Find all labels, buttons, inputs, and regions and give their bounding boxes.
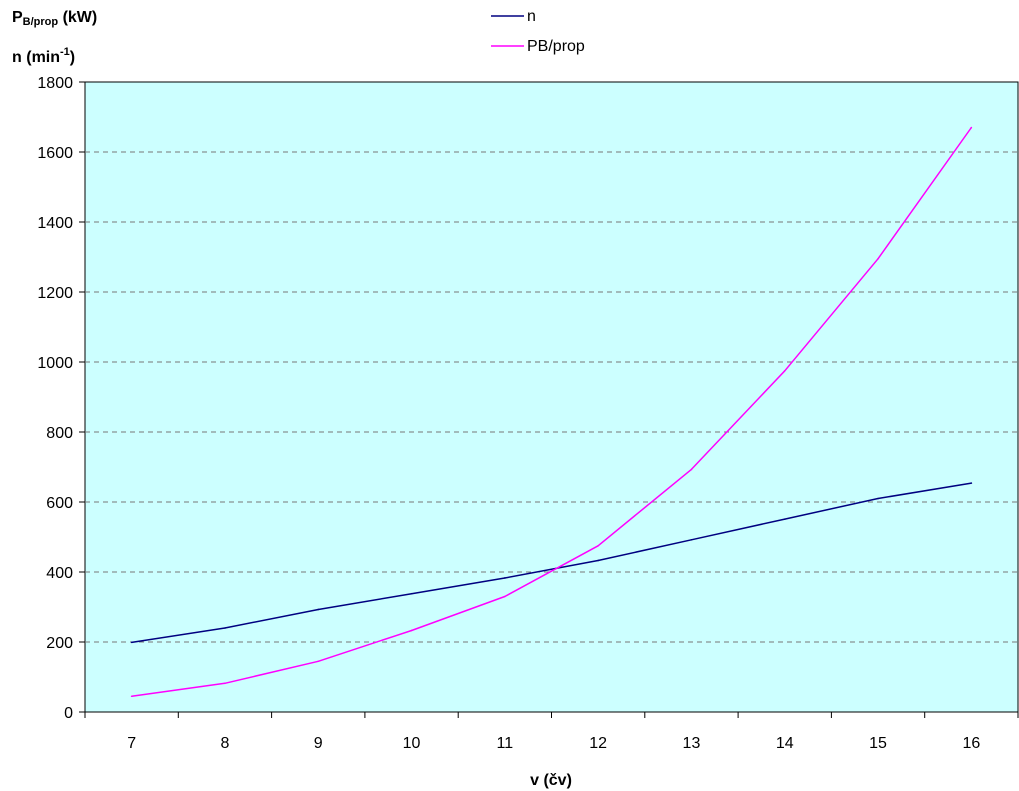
x-tick-label: 16 bbox=[962, 735, 980, 752]
power-unit: (kW) bbox=[62, 9, 98, 26]
x-tick-label: 15 bbox=[869, 735, 887, 752]
series-line-n bbox=[131, 482, 972, 644]
x-tick-label: 13 bbox=[683, 735, 701, 752]
y-tick-label: 600 bbox=[46, 495, 73, 512]
y-tick-label: 1800 bbox=[37, 75, 73, 92]
data-point bbox=[597, 559, 599, 562]
series-line-pb-prop bbox=[131, 127, 973, 698]
y-tick-label: 0 bbox=[64, 705, 73, 722]
speed-unit-sup: -1 bbox=[60, 46, 70, 58]
legend-label: PB/prop bbox=[527, 38, 585, 55]
data-point bbox=[970, 126, 973, 129]
data-point bbox=[410, 629, 413, 632]
legend-label: n bbox=[527, 8, 536, 25]
data-point bbox=[130, 695, 133, 698]
data-point bbox=[317, 660, 320, 663]
x-tick-label: 9 bbox=[314, 735, 323, 752]
data-point bbox=[690, 468, 693, 471]
x-tick-label: 7 bbox=[127, 735, 136, 752]
y-axis-label-power: PB/prop (kW) bbox=[12, 8, 97, 32]
data-point bbox=[783, 518, 786, 520]
y-tick-label: 1200 bbox=[37, 285, 73, 302]
power-subscript: B/prop bbox=[22, 16, 59, 28]
x-tick-label: 8 bbox=[220, 735, 229, 752]
data-point bbox=[410, 592, 413, 595]
power-symbol: P bbox=[12, 9, 23, 26]
plot-area bbox=[84, 81, 1019, 713]
data-point bbox=[877, 257, 879, 260]
y-tick-label: 200 bbox=[46, 635, 73, 652]
data-point bbox=[130, 641, 133, 644]
data-point bbox=[317, 608, 320, 611]
data-point bbox=[690, 539, 693, 541]
data-point bbox=[970, 482, 973, 484]
speed-unit-post: ) bbox=[69, 49, 76, 66]
y-axis-label-speed: n (min-1) bbox=[12, 42, 75, 68]
y-tick-label: 400 bbox=[46, 565, 73, 582]
x-tick-label: 10 bbox=[403, 735, 421, 752]
speed-unit-pre: (min bbox=[26, 49, 61, 66]
data-point bbox=[783, 369, 786, 372]
y-tick-label: 1000 bbox=[37, 355, 73, 372]
x-tick-label: 14 bbox=[776, 735, 794, 752]
data-point bbox=[877, 497, 879, 500]
data-point bbox=[597, 544, 599, 547]
speed-symbol: n bbox=[12, 49, 22, 66]
data-point bbox=[224, 627, 226, 629]
legend: n PB/prop bbox=[491, 8, 585, 55]
axes: 0 200 400 600 800 1000 1200 1400 1600 1800 7 8 9 10 11… bbox=[37, 75, 1019, 752]
y-tick-label: 1600 bbox=[37, 145, 73, 162]
data-point bbox=[504, 577, 506, 579]
data-point bbox=[224, 682, 226, 685]
x-axis-label: v (čv) bbox=[530, 772, 572, 789]
gridlines bbox=[85, 151, 1018, 643]
series-lines bbox=[130, 126, 973, 698]
x-tick-label: 11 bbox=[497, 735, 514, 752]
y-tick-label: 1400 bbox=[37, 215, 73, 232]
y-tick-label: 800 bbox=[46, 425, 73, 442]
data-point bbox=[504, 595, 506, 598]
x-tick-label: 12 bbox=[589, 735, 607, 752]
